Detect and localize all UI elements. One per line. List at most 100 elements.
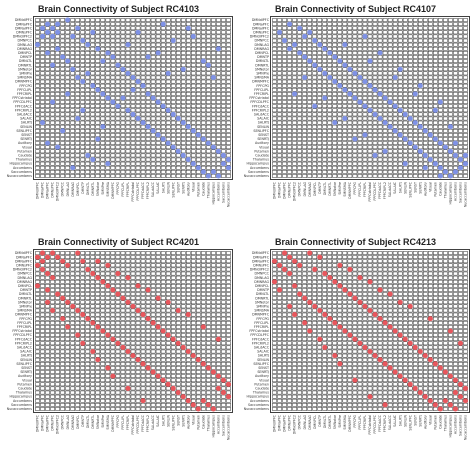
matrix-cell <box>100 394 106 399</box>
matrix-cell <box>407 124 413 129</box>
matrix-cell <box>317 46 323 51</box>
matrix-cell <box>115 116 121 121</box>
matrix-cell <box>337 18 343 22</box>
matrix-cell <box>377 22 383 26</box>
matrix-cell <box>382 108 388 113</box>
matrix-cell <box>357 22 363 26</box>
matrix-cell <box>170 71 176 76</box>
matrix-cell <box>433 100 438 104</box>
matrix-cell <box>50 59 55 63</box>
matrix-cell <box>115 112 121 117</box>
matrix-cell <box>282 30 287 35</box>
matrix-cell <box>35 120 40 125</box>
matrix-cell <box>428 174 433 178</box>
matrix-cell <box>105 271 111 276</box>
matrix-cell <box>196 349 201 354</box>
matrix-cell <box>372 26 378 31</box>
matrix-cell <box>372 149 378 154</box>
column-label: DMNPCL <box>76 182 80 196</box>
matrix-cell <box>115 96 121 100</box>
matrix-cell <box>175 374 181 378</box>
matrix-cell <box>40 312 45 317</box>
matrix-cell <box>216 133 221 137</box>
matrix-cell <box>115 124 121 129</box>
matrix-cell <box>307 141 312 145</box>
matrix-cell <box>180 386 186 391</box>
matrix-cell <box>463 100 468 104</box>
matrix-cell <box>160 124 166 129</box>
matrix-cell <box>145 79 151 84</box>
matrix-cell <box>362 174 368 178</box>
matrix-cell <box>463 67 468 72</box>
matrix-cell <box>130 259 136 264</box>
matrix-cell <box>372 42 378 47</box>
matrix-cell <box>337 75 343 80</box>
matrix-cell <box>342 55 348 59</box>
column-label: DMNPCC <box>298 181 302 196</box>
matrix-cell <box>160 292 166 296</box>
matrix-cell <box>85 87 91 92</box>
matrix-cell <box>448 30 453 35</box>
matrix-cell <box>458 112 463 117</box>
matrix-cell <box>75 255 81 259</box>
matrix-cell <box>211 366 216 370</box>
matrix-cell <box>165 361 171 366</box>
matrix-cell <box>85 96 91 100</box>
matrix-cell <box>307 79 312 84</box>
matrix-cell <box>115 141 121 145</box>
matrix-cell <box>60 407 65 411</box>
matrix-cell <box>145 157 151 162</box>
matrix-cell <box>226 320 231 325</box>
matrix-cell <box>180 390 186 395</box>
matrix-cell <box>85 108 91 113</box>
matrix-cell <box>347 120 353 125</box>
matrix-cell <box>155 292 161 296</box>
matrix-cell <box>201 259 206 264</box>
matrix-cell <box>60 341 65 346</box>
connection-dot <box>382 95 388 101</box>
matrix-cell <box>302 26 307 31</box>
matrix-cell <box>402 108 408 113</box>
matrix-cell <box>322 75 328 80</box>
matrix-cell <box>115 382 121 387</box>
matrix-cell <box>387 22 393 26</box>
matrix-cell <box>407 165 413 170</box>
matrix-cell <box>367 30 373 35</box>
matrix-cell <box>307 51 312 55</box>
matrix-cell <box>201 357 206 362</box>
matrix-cell <box>287 51 292 55</box>
matrix-cell <box>170 259 176 264</box>
matrix-cell <box>40 92 45 96</box>
matrix-frame <box>270 16 470 180</box>
matrix-cell <box>80 382 86 387</box>
matrix-cell <box>352 157 358 162</box>
matrix-cell <box>448 161 453 166</box>
matrix-cell <box>70 92 75 96</box>
matrix-cell <box>422 26 428 31</box>
matrix-cell <box>428 92 433 96</box>
matrix-cell <box>80 63 86 68</box>
connection-dot <box>130 353 136 359</box>
matrix-cell <box>160 18 166 22</box>
matrix-cell <box>196 30 201 35</box>
column-label: DMNsPFC <box>288 181 292 197</box>
matrix-cell <box>175 141 181 145</box>
matrix-cell <box>160 304 166 309</box>
matrix-cell <box>80 42 86 47</box>
matrix-cell <box>45 87 50 92</box>
matrix-cell <box>155 38 161 43</box>
matrix-cell <box>402 18 408 22</box>
matrix-cell <box>95 26 101 31</box>
matrix-cell <box>407 83 413 88</box>
matrix-cell <box>110 79 116 84</box>
matrix-cell <box>201 96 206 100</box>
matrix-cell <box>458 133 463 137</box>
matrix-cell <box>150 341 156 346</box>
connection-dot <box>39 33 46 40</box>
matrix-cell <box>297 112 302 117</box>
connection-dot <box>190 128 196 134</box>
matrix-cell <box>327 63 333 68</box>
matrix-cell <box>185 320 191 325</box>
matrix-cell <box>130 116 136 121</box>
matrix-cell <box>115 55 121 59</box>
